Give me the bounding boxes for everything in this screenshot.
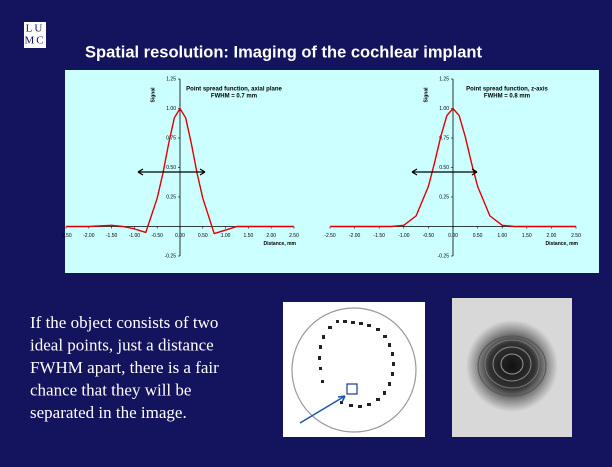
- x-tick-label: 2.50: [571, 233, 581, 239]
- x-tick-label: 0.50: [198, 233, 208, 239]
- body-line: chance that they will be: [30, 381, 191, 400]
- x-tick-label: -1.50: [373, 233, 385, 239]
- x-tick-label: 1.00: [221, 233, 231, 239]
- schematic-image: [283, 302, 425, 437]
- x-tick-label: -1.50: [106, 233, 118, 239]
- x-tick-label: 2.00: [266, 233, 276, 239]
- logo-bottom: MC: [24, 35, 45, 47]
- blurred-image: [452, 298, 572, 437]
- y-tick-label: 0.50: [166, 165, 176, 171]
- x-tick-label: 1.50: [244, 233, 254, 239]
- annotation: Point spread function, axial plane: [186, 87, 282, 93]
- y-axis-label: Signal: [423, 87, 429, 103]
- x-tick-label: -1.00: [129, 233, 141, 239]
- annotation: FWHM = 0.7 mm: [211, 94, 257, 100]
- slide-title: Spatial resolution: Imaging of the cochl…: [85, 43, 482, 61]
- annotation: Point spread function, z-axis: [466, 87, 548, 93]
- x-tick-label: -2.50: [60, 233, 72, 239]
- x-tick-label: -0.50: [423, 233, 435, 239]
- x-axis-label: Distance, mm: [263, 241, 296, 247]
- x-axis-label: Distance, mm: [545, 241, 578, 247]
- x-tick-label: 1.00: [497, 233, 507, 239]
- y-tick-label: 0.25: [166, 194, 176, 200]
- x-tick-label: 1.50: [522, 233, 532, 239]
- y-tick-label: 0.50: [439, 165, 449, 171]
- annotation: FWHM = 0.8 mm: [484, 94, 530, 100]
- x-tick-label: -2.00: [349, 233, 361, 239]
- x-tick-label: 0.00: [448, 233, 458, 239]
- y-tick-label: 0.75: [166, 135, 176, 141]
- y-tick-label: 0.25: [439, 194, 449, 200]
- x-tick-label: 0.00: [175, 233, 185, 239]
- slide: LU MC Spatial resolution: Imaging of the…: [0, 0, 612, 462]
- body-line: If the object consists of two: [30, 313, 218, 332]
- y-tick-label: -0.25: [165, 253, 177, 259]
- y-axis-label: Signal: [150, 87, 156, 103]
- x-tick-label: -0.50: [151, 233, 163, 239]
- logo-top: LU: [26, 23, 45, 35]
- x-tick-label: -2.00: [83, 233, 95, 239]
- x-tick-label: 2.50: [289, 233, 299, 239]
- y-tick-label: 1.25: [439, 76, 449, 82]
- x-tick-label: -1.00: [398, 233, 410, 239]
- y-tick-label: -0.25: [438, 253, 450, 259]
- body-line: FWHM apart, there is a fair: [30, 358, 219, 377]
- x-tick-label: 2.00: [547, 233, 557, 239]
- y-tick-label: 1.25: [166, 76, 176, 82]
- body-line: separated in the image.: [30, 403, 187, 422]
- y-tick-label: 1.00: [439, 106, 449, 112]
- body-line: ideal points, just a distance: [30, 336, 214, 355]
- x-tick-label: -2.50: [324, 233, 336, 239]
- x-tick-label: 0.50: [473, 233, 483, 239]
- y-tick-label: 1.00: [166, 106, 176, 112]
